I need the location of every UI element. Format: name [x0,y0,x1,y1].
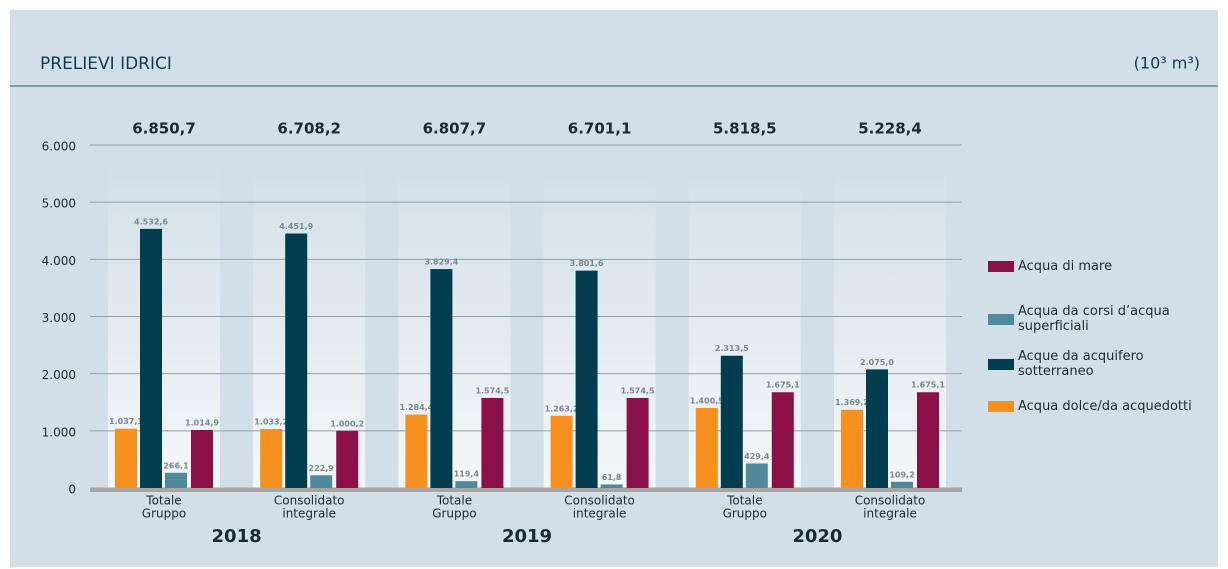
value-label: 2.313,5 [715,344,749,353]
value-label: 429,4 [744,452,770,461]
bar [720,355,743,488]
bar [917,392,939,488]
bar [841,409,863,488]
bar [866,369,888,488]
y-tick-label: 0 [68,483,76,497]
value-label: 2.075,0 [860,358,894,367]
value-label: 3.801,6 [570,259,604,268]
bar [430,269,453,488]
bar [115,428,137,488]
total-label: 5.818,5 [713,120,777,138]
legend-swatch [988,358,1014,370]
value-label: 3.829,4 [424,258,458,267]
value-label: 4.532,6 [134,217,168,226]
x-tick-label: Gruppo [723,507,767,521]
bar [455,481,478,488]
bar [745,463,768,488]
bar [600,484,623,488]
total-label: 6.701,1 [568,120,632,138]
bar [695,407,718,488]
bar [550,415,573,488]
x-tick-label: Totale [145,494,181,508]
y-tick-label: 1.000 [42,425,76,439]
value-label: 266,1 [163,461,189,470]
bar [771,392,794,488]
legend-swatch [988,313,1014,325]
value-label: 1.574,5 [475,386,509,395]
value-label: 119,4 [454,470,480,479]
total-label: 6.850,7 [132,120,196,138]
value-label: 4.451,9 [279,222,313,231]
value-label: 1.000,2 [330,419,364,428]
value-label: 1.284,4 [399,403,433,412]
legend-swatch [988,261,1014,272]
x-tick-label: Consolidato [274,494,345,508]
bar [285,233,308,488]
value-label: 109,2 [889,470,914,479]
y-tick-label: 5.000 [42,197,76,211]
legend-item: Acqua dolce/da acquedotti [988,399,1193,414]
y-tick-label: 3.000 [42,311,76,325]
legend-item: Acqua da corsi d’acqua superficiali [988,304,1193,334]
y-tick-label: 2.000 [42,368,76,382]
bar [260,428,283,488]
x-tick-label: integrale [282,507,336,521]
value-label: 1.574,5 [621,386,655,395]
value-label: 1.014,9 [185,418,219,427]
value-label: 1.400,5 [690,396,724,405]
legend-item: Acque da acquifero sotterraneo [988,349,1193,379]
value-label: 1.675,1 [766,381,800,390]
total-label: 6.708,2 [277,120,341,138]
x-tick-label: Consolidato [564,494,635,508]
total-label: 5.228,4 [858,120,922,138]
year-label: 2019 [502,526,552,547]
legend-label: Acqua da corsi d’acqua superficiali [1018,304,1170,334]
total-label: 6.807,7 [423,120,487,138]
value-label: 1.263,2 [545,404,579,413]
legend-label: Acqua di mare [1018,259,1113,274]
x-tick-label: Gruppo [432,507,476,521]
bar [405,414,428,488]
bar [310,475,333,488]
chart-title: PRELIEVI IDRICI [40,54,172,74]
x-tick-label: Totale [436,494,472,508]
legend-label: Acqua dolce/da acquedotti [1018,399,1192,414]
legend-swatch [988,401,1014,412]
year-label: 2020 [792,526,842,547]
value-label: 1.033,2 [254,417,288,426]
bar [191,429,213,488]
y-tick-label: 6.000 [42,140,76,154]
x-tick-label: Totale [726,494,762,508]
x-tick-label: integrale [863,507,917,521]
bar [336,430,359,488]
unit: (10³ m³) [1134,54,1200,73]
value-label: 1.037,1 [109,417,143,426]
x-tick-label: Gruppo [142,507,186,521]
legend-item: Acqua di mare [988,259,1193,274]
value-label: 1.369,2 [835,398,869,407]
bar [575,270,598,488]
x-tick-label: integrale [573,507,627,521]
x-tick-label: Consolidato [855,494,926,508]
legend-label: Acque da acquifero sotterraneo [1018,349,1144,379]
value-label: 222,9 [309,464,335,473]
bar [626,397,649,488]
bar [140,228,162,489]
bar [481,397,504,488]
bar [165,472,187,488]
y-tick-label: 4.000 [42,254,76,268]
bar [891,481,913,488]
value-label: 1.675,1 [911,381,945,390]
value-label: 61,8 [602,473,622,482]
baseline [90,488,962,492]
year-label: 2018 [212,526,262,547]
